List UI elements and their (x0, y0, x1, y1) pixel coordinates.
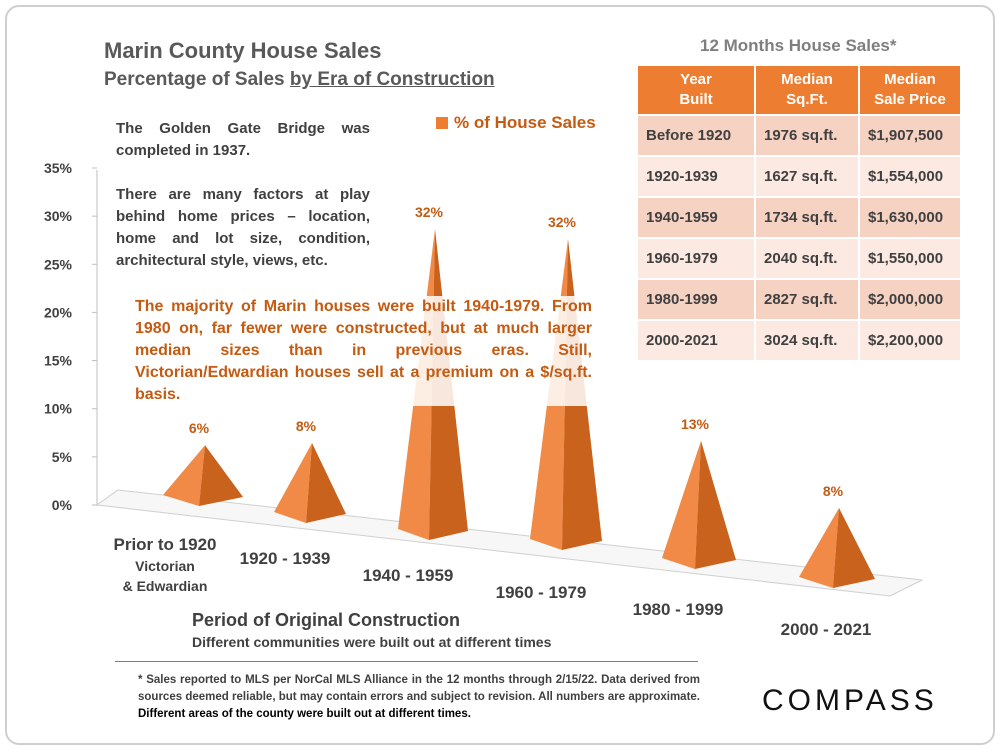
callout-text: The majority of Marin houses were built … (135, 296, 592, 406)
y-tick-label: 25% (44, 256, 73, 272)
cell-price: $1,630,000 (859, 196, 962, 238)
cell-year: 2000-2021 (638, 319, 756, 360)
cell-sqft: 1627 sq.ft. (755, 155, 860, 197)
category-label: 1920 - 1939 (240, 549, 331, 568)
pyramid-face-left (163, 445, 205, 506)
legend-swatch (436, 117, 448, 129)
cell-year: 1980-1999 (638, 278, 756, 320)
chart-legend: % of House Sales (436, 113, 596, 133)
data-label: 8% (296, 418, 317, 434)
cell-price: $2,200,000 (859, 319, 962, 360)
pyramid-bar (799, 507, 875, 588)
chart-subtitle: Percentage of Sales by Era of Constructi… (104, 69, 495, 91)
cell-sqft: 1976 sq.ft. (755, 114, 860, 156)
cell-year: 1920-1939 (638, 155, 756, 197)
pyramid-bar (274, 442, 346, 523)
table-title: 12 Months House Sales* (700, 36, 897, 55)
note-bridge: The Golden Gate Bridge was completed in … (116, 120, 370, 159)
cell-sqft: 2827 sq.ft. (755, 278, 860, 320)
footnote-divider (115, 661, 698, 662)
cell-sqft: 1734 sq.ft. (755, 196, 860, 238)
legend-label: % of House Sales (454, 113, 596, 132)
pyramid-face-right (833, 507, 875, 588)
data-label: 8% (823, 483, 844, 499)
data-label: 32% (415, 204, 444, 220)
category-sublabel: & Edwardian (123, 578, 208, 594)
data-label: 6% (189, 420, 210, 436)
category-label: 1940 - 1959 (363, 566, 454, 585)
footnote-regular: * Sales reported to MLS per NorCal MLS A… (138, 674, 700, 703)
category-sublabel: Victorian (135, 558, 195, 574)
cell-year: 1940-1959 (638, 196, 756, 238)
cell-year: Before 1920 (638, 114, 756, 156)
cell-sqft: 2040 sq.ft. (755, 237, 860, 279)
cell-price: $1,554,000 (859, 155, 962, 197)
y-axis-wall (96, 170, 119, 506)
header-median-price: Median Sale Price (859, 66, 962, 115)
data-label: 13% (681, 416, 710, 432)
compass-logo: COMPASS (762, 684, 938, 717)
table-row: 1960-1979 2040 sq.ft. $1,550,000 (638, 237, 962, 279)
y-tick-label: 20% (44, 304, 73, 320)
table-row: 2000-2021 3024 sq.ft. $2,200,000 (638, 319, 962, 360)
category-label: 1960 - 1979 (496, 583, 587, 602)
table-header-row: Year Built Median Sq.Ft. Median Sale Price (638, 66, 962, 115)
subtitle-prefix: Percentage of Sales (104, 69, 290, 90)
x-axis-title: Period of Original Construction (192, 610, 461, 630)
pyramid-bar (662, 440, 736, 569)
table-row: 1920-1939 1627 sq.ft. $1,554,000 (638, 155, 962, 197)
y-tick-label: 35% (44, 160, 73, 176)
y-tick-label: 30% (44, 208, 73, 224)
cell-price: $1,907,500 (859, 114, 962, 156)
y-tick-label: 5% (52, 449, 73, 465)
pyramid-face-left (274, 442, 312, 523)
cell-price: $2,000,000 (859, 278, 962, 320)
y-tick-label: 0% (52, 497, 73, 513)
footnote: * Sales reported to MLS per NorCal MLS A… (138, 672, 700, 723)
data-label: 32% (548, 214, 577, 230)
y-tick-label: 15% (44, 353, 73, 369)
category-label: 1980 - 1999 (633, 600, 724, 619)
pyramid-face-left (799, 507, 839, 588)
chart-title: Marin County House Sales (104, 38, 382, 63)
sales-table: Year Built Median Sq.Ft. Median Sale Price … (638, 66, 962, 360)
pyramid-face-right (306, 442, 346, 523)
table-row: 1940-1959 1734 sq.ft. $1,630,000 (638, 196, 962, 238)
pyramid-face-right (695, 440, 736, 569)
header-year-built: Year Built (638, 66, 756, 115)
note-factors: There are many factors at play behind ho… (116, 186, 370, 269)
chart-floor (95, 489, 924, 597)
cell-sqft: 3024 sq.ft. (755, 319, 860, 360)
category-label: Prior to 1920 (114, 535, 217, 554)
cell-year: 1960-1979 (638, 237, 756, 279)
pyramid-bar (163, 445, 243, 506)
category-label: 2000 - 2021 (781, 620, 872, 639)
cell-price: $1,550,000 (859, 237, 962, 279)
footnote-bold: Different areas of the county were built… (138, 708, 471, 720)
table-row: Before 1920 1976 sq.ft. $1,907,500 (638, 114, 962, 156)
header-median-sqft: Median Sq.Ft. (755, 66, 860, 115)
x-axis-subtitle: Different communities were built out at … (192, 634, 552, 650)
pyramid-face-left (662, 440, 701, 569)
pyramid-face-right (199, 445, 243, 506)
table-row: 1980-1999 2827 sq.ft. $2,000,000 (638, 278, 962, 320)
y-tick-label: 10% (44, 401, 73, 417)
subtitle-underlined: by Era of Construction (289, 69, 495, 90)
